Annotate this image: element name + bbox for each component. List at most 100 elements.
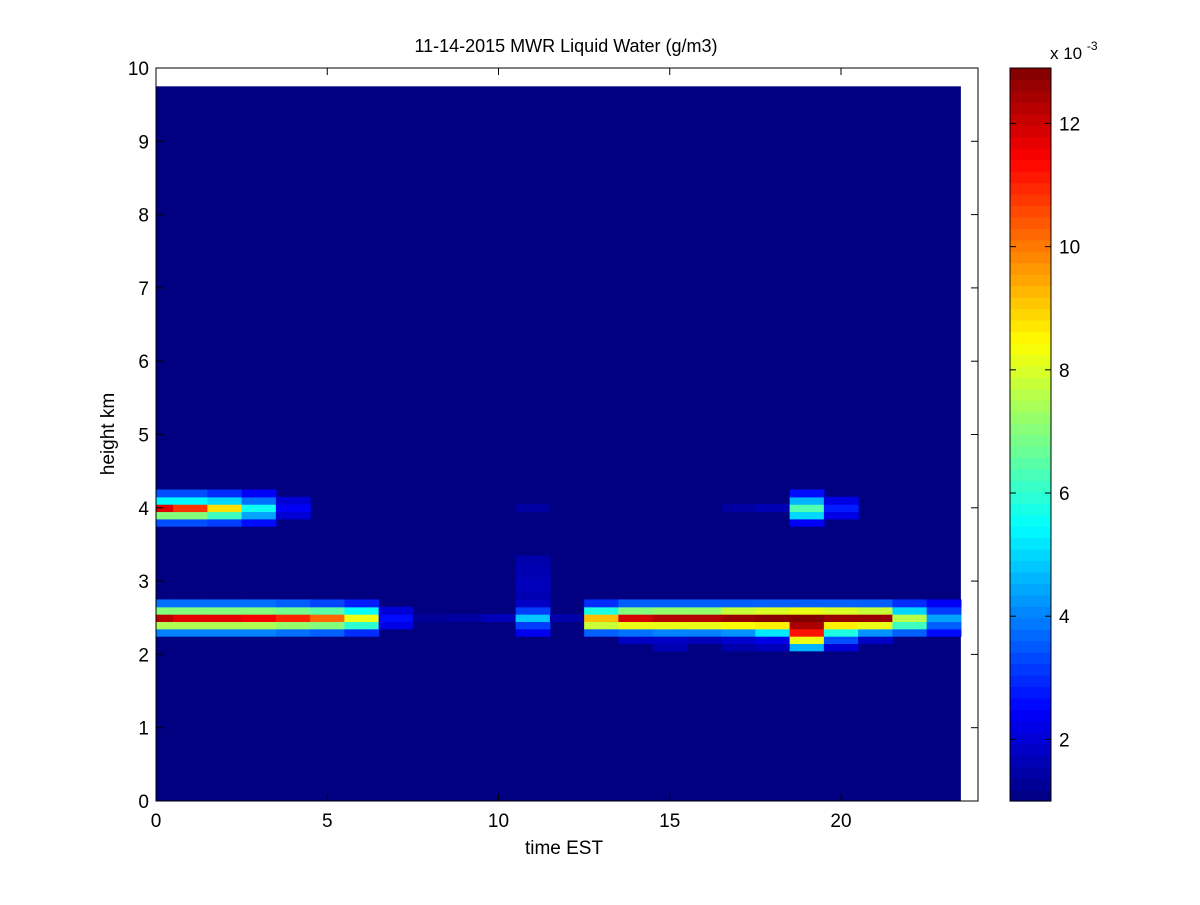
heatmap-cell (926, 606, 962, 615)
colorbar-swatch (1010, 262, 1051, 275)
heatmap-cell (652, 614, 688, 623)
colorbar-swatch (1010, 136, 1051, 149)
heatmap-cell (173, 606, 208, 615)
heatmap-cell (721, 599, 756, 608)
x-tick-label: 0 (151, 811, 162, 832)
colorbar-swatch (1010, 319, 1051, 333)
y-tick-label: 7 (138, 279, 149, 300)
heatmap-cell (686, 621, 722, 630)
heatmap-cell (515, 577, 551, 586)
heatmap-cell (584, 614, 619, 623)
heatmap-cell (721, 628, 756, 637)
heatmap-cell (789, 636, 825, 645)
colorbar-swatch (1010, 228, 1051, 241)
colorbar-swatch (1010, 617, 1051, 630)
x-tick-label: 5 (322, 811, 333, 832)
heatmap-cell (207, 614, 243, 623)
heatmap-cell (481, 614, 517, 623)
heatmap-cell (173, 614, 208, 623)
colorbar-swatch (1010, 778, 1051, 791)
heatmap-cell (156, 504, 174, 513)
colorbar-swatch (1010, 480, 1051, 493)
colorbar-tick-label: 10 (1059, 238, 1080, 259)
colorbar-tick-label: 6 (1059, 484, 1070, 505)
colorbar-swatch (1010, 308, 1051, 321)
heatmap-cell (789, 643, 825, 652)
heatmap-cell (207, 504, 243, 513)
heatmap-cell (241, 628, 277, 637)
chart-title: 11-14-2015 MWR Liquid Water (g/m3) (414, 36, 717, 56)
colorbar-swatch (1010, 342, 1051, 355)
y-tick-label: 0 (138, 792, 149, 813)
heatmap-cell (892, 621, 928, 630)
heatmap-cell (823, 636, 859, 645)
heatmap-cell (173, 628, 208, 637)
colorbar-swatch (1010, 709, 1051, 722)
colorbar-ticks: 2 4 6 8 10 12 (1010, 114, 1080, 751)
y-tick-label: 2 (138, 645, 149, 666)
colorbar-multiplier-base: x 10 (1050, 44, 1082, 63)
x-tick-label: 10 (488, 811, 509, 832)
colorbar-swatch (1010, 606, 1051, 619)
heatmap-cell (378, 614, 414, 623)
heatmap-cell (823, 606, 859, 615)
y-tick-label: 10 (128, 59, 149, 80)
heatmap-cell (207, 518, 243, 527)
heatmap-cell (789, 599, 825, 608)
colorbar-swatch (1010, 297, 1051, 310)
heatmap-cell (652, 599, 688, 608)
heatmap-cell (310, 599, 345, 608)
heatmap-cell (515, 504, 551, 513)
heatmap-cell (926, 621, 962, 630)
heatmap-cell (378, 621, 414, 630)
heatmap-cell (686, 628, 722, 637)
heatmap-cell (275, 504, 311, 513)
heatmap-cell (721, 621, 756, 630)
heatmap-cell (207, 621, 243, 630)
heatmap-cell (378, 606, 414, 615)
heatmap-cell (241, 606, 277, 615)
colorbar-swatch (1010, 629, 1051, 642)
colorbar-swatch (1010, 102, 1051, 115)
y-tick-label: 4 (138, 499, 149, 520)
heatmap-cell (344, 628, 380, 637)
heatmap-cell (789, 504, 825, 513)
heatmap-cell (926, 614, 962, 623)
colorbar-swatch (1010, 113, 1051, 126)
x-tick-label: 20 (830, 811, 851, 832)
colorbar-swatch (1010, 365, 1051, 378)
heatmap-cell (823, 504, 859, 513)
colorbar-swatch (1010, 251, 1051, 264)
colorbar-swatch (1010, 514, 1051, 527)
colorbar-swatch (1010, 640, 1051, 653)
heatmap-cell (156, 511, 174, 520)
heatmap-cell (755, 621, 791, 630)
heatmap-cell (207, 496, 243, 505)
heatmap-cell (241, 504, 277, 513)
heatmap-cell (207, 606, 243, 615)
heatmap-cell (858, 606, 893, 615)
colorbar-swatch (1010, 354, 1051, 367)
heatmap-cell (858, 628, 893, 637)
heatmap-cell (207, 599, 243, 608)
heatmap-cell (892, 606, 928, 615)
colorbar-swatch (1010, 331, 1051, 344)
colorbar-swatch (1010, 239, 1051, 252)
heatmap-cell (892, 628, 928, 637)
heatmap-cell (173, 518, 208, 527)
heatmap-cell (686, 636, 722, 645)
x-axis-label: time EST (525, 838, 604, 859)
heatmap-cell (515, 562, 551, 571)
heatmap-cell (926, 599, 962, 608)
heatmap-cell (241, 511, 277, 520)
colorbar-swatch (1010, 755, 1051, 768)
colorbar-swatch (1010, 205, 1051, 218)
heatmap-cell (241, 621, 277, 630)
heatmap-cell (584, 621, 619, 630)
heatmap-cell (789, 621, 825, 630)
heatmap-cell (686, 606, 722, 615)
heatmap-cell (515, 570, 551, 579)
heatmap-cell (515, 628, 551, 637)
heatmap-cell (652, 621, 688, 630)
heatmap-cell (789, 614, 825, 623)
